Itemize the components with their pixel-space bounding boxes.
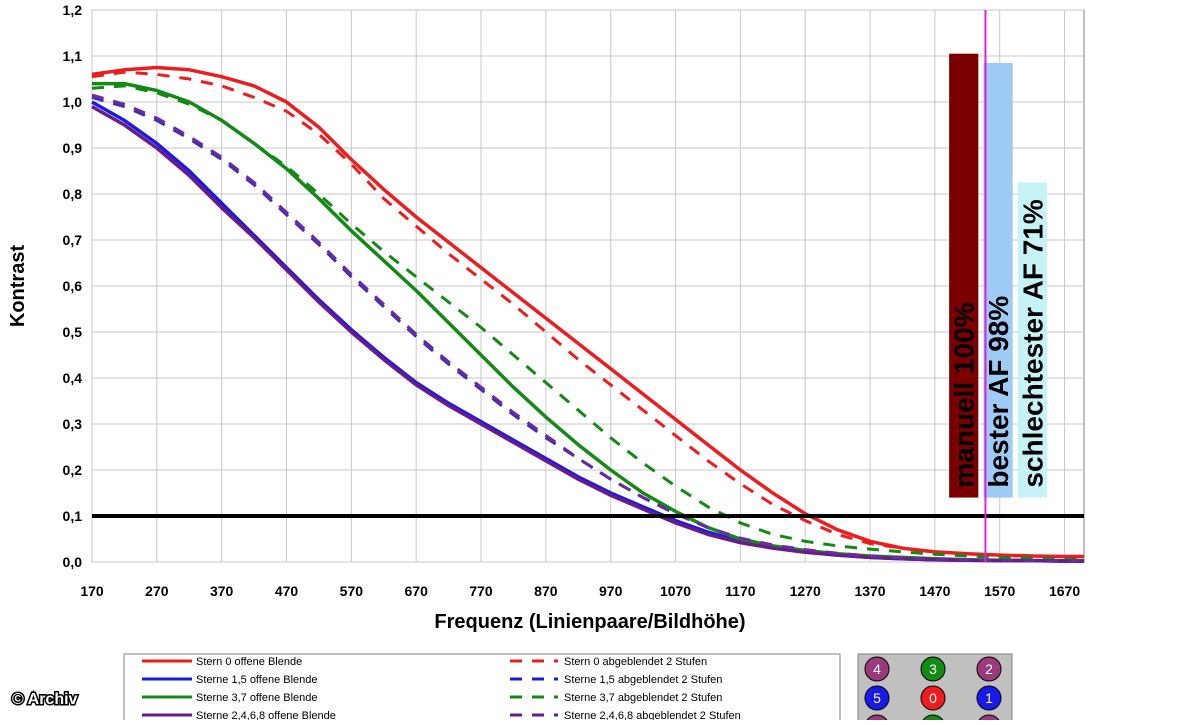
- series-line-1: [91, 70, 1084, 558]
- y-tick-3: 0,3: [63, 416, 83, 432]
- y-tick-6: 0,6: [63, 278, 83, 294]
- x-tick-9: 1070: [660, 583, 691, 599]
- bar-1: [983, 62, 1013, 498]
- y-tick-12: 1,2: [63, 2, 83, 18]
- bar-label-2: schlechtester AF 71%: [1017, 199, 1048, 488]
- legend-label-left-1: Sterne 1,5 offene Blende: [196, 674, 318, 686]
- x-tick-11: 1270: [790, 583, 821, 599]
- x-tick-labels: 170 270 370 470 570 670 770 870 970 1070 1170 1270 1…: [80, 583, 1080, 599]
- y-tick-labels: 0,0 0,1 0,2 0,3 0,4 0,5 0,6 0,7 0,8 0,9 1,0 1,1 1,2: [63, 2, 83, 570]
- star-dot-4: [920, 685, 946, 711]
- star-dot-2: [976, 656, 1002, 682]
- y-axis-title: Kontrast: [7, 245, 29, 328]
- star-dot-label-5: 1: [985, 690, 993, 706]
- legend-label-left-2: Sterne 3,7 offene Blende: [196, 692, 318, 704]
- bar-label-1: bester AF 98%: [983, 296, 1014, 488]
- star-dot-label-1: 3: [929, 661, 937, 677]
- series-line-5: [91, 84, 1085, 562]
- star-dot-5: [976, 685, 1002, 711]
- legend-label-left-0: Stern 0 offene Blende: [196, 656, 302, 668]
- legend-box: [123, 653, 841, 725]
- y-tick-7: 0,7: [63, 232, 83, 248]
- bar-label-0: manuell 100%: [949, 302, 980, 487]
- legend-label-right-2: Sterne 3,7 abgeblendet 2 Stufen: [564, 692, 722, 704]
- x-tick-4: 570: [340, 583, 364, 599]
- x-tick-5: 670: [405, 583, 429, 599]
- x-tick-12: 1370: [854, 583, 885, 599]
- x-tick-8: 970: [599, 583, 623, 599]
- bar-0: [949, 53, 979, 498]
- star-dot-label-3: 5: [873, 690, 881, 706]
- y-tick-11: 1,1: [63, 48, 83, 64]
- y-tick-10: 1,0: [63, 94, 83, 110]
- star-dot-3: [864, 685, 890, 711]
- x-tick-7: 870: [534, 583, 558, 599]
- y-tick-8: 0,8: [63, 186, 83, 202]
- legend-label-right-1: Sterne 1,5 abgeblendet 2 Stufen: [564, 674, 722, 686]
- x-tick-13: 1470: [919, 583, 950, 599]
- x-tick-14: 1570: [984, 583, 1015, 599]
- x-tick-10: 1170: [725, 583, 756, 599]
- y-tick-5: 0,5: [63, 324, 83, 340]
- x-tick-2: 370: [210, 583, 234, 599]
- x-tick-3: 470: [275, 583, 299, 599]
- legend: Stern 0 offene Blende Stern 0 abgeblendet…: [142, 656, 741, 722]
- legend-label-left-3: Sterne 2,4,6,8 offene Blende: [196, 710, 336, 720]
- bar-2: [1017, 182, 1048, 498]
- x-axis-title: Frequenz (Linienpaare/Bildhöhe): [434, 611, 745, 633]
- y-tick-2: 0,2: [63, 462, 83, 478]
- star-dot-label-0: 4: [873, 661, 881, 677]
- star-dot-0: [864, 656, 890, 682]
- series-line-6: [91, 105, 1084, 563]
- x-tick-6: 770: [469, 583, 493, 599]
- bars: manuell 100% bester AF 98% schlechtester A…: [949, 53, 1048, 498]
- x-tick-1: 270: [145, 583, 169, 599]
- copyright-text: © Archiv: [12, 691, 78, 708]
- y-tick-0: 0,0: [63, 554, 83, 570]
- x-tick-15: 1670: [1049, 583, 1080, 599]
- y-tick-1: 0,1: [63, 508, 83, 524]
- series-lines: [91, 65, 1085, 563]
- star-position-dots: 4 3 2 5 0 1: [864, 656, 1002, 725]
- x-tick-0: 170: [80, 583, 104, 599]
- star-dot-label-2: 2: [985, 661, 993, 677]
- legend-label-right-0: Stern 0 abgeblendet 2 Stufen: [564, 656, 707, 668]
- legend-label-right-3: Sterne 2,4,6,8 abgeblendet 2 Stufen: [564, 710, 741, 720]
- star-dot-1: [920, 656, 946, 682]
- y-tick-4: 0,4: [63, 370, 83, 386]
- y-tick-9: 0,9: [63, 140, 83, 156]
- star-dot-label-4: 0: [929, 690, 937, 706]
